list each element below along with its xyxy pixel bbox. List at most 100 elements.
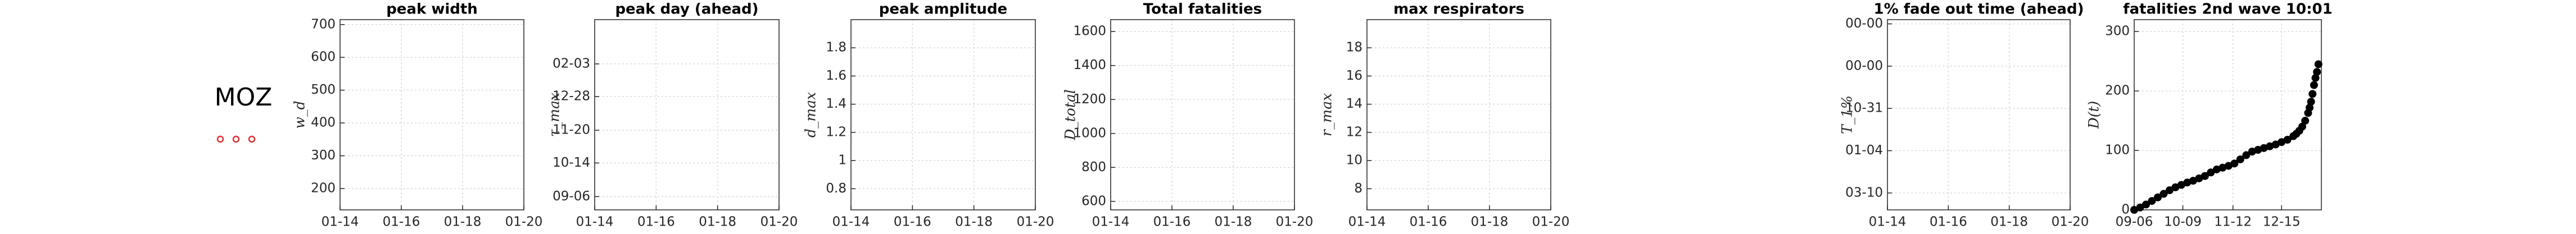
x-tick-label: 01-20 (1017, 215, 1054, 230)
panel-title: peak day (ahead) (615, 1, 758, 18)
plot-frame (1887, 19, 2071, 210)
x-tick-label: 11-12 (2214, 215, 2252, 230)
data-point (2177, 181, 2185, 189)
data-point (2201, 172, 2209, 180)
x-tick-label: 01-14 (1348, 215, 1386, 230)
y-tick-label: 1.2 (826, 125, 846, 139)
panel-title: 1% fade out time (ahead) (1874, 1, 2084, 18)
data-point (2301, 117, 2310, 125)
y-tick-label: 1600 (1073, 24, 1106, 39)
y-tick-label: 16 (1346, 68, 1362, 83)
y-tick-label: 02-03 (553, 56, 590, 71)
plot-frame (1110, 19, 1295, 210)
data-point (2130, 206, 2138, 214)
x-tick-label: 01-18 (955, 215, 993, 230)
data-point (2283, 135, 2292, 144)
data-point (2271, 140, 2280, 149)
y-tick-label: 01-04 (1845, 143, 1883, 158)
y-tick-label: 1.4 (826, 97, 846, 111)
plot-frame (2134, 19, 2322, 210)
data-point (2153, 193, 2162, 201)
data-point (2230, 159, 2239, 168)
data-point (2306, 103, 2314, 112)
data-point (2308, 90, 2317, 98)
data-point (2189, 177, 2197, 185)
x-tick-label: 01-18 (1215, 215, 1252, 230)
y-axis-label: D_total (1062, 89, 1079, 141)
y-axis-label: T_1% (1839, 95, 1855, 134)
data-point (2171, 183, 2180, 191)
y-tick-label: 100 (2105, 143, 2130, 158)
data-point (2142, 200, 2150, 209)
y-tick-label: 00-00 (1845, 16, 1883, 31)
x-tick-label: 01-14 (576, 215, 614, 230)
x-tick-label: 01-14 (832, 215, 870, 230)
x-tick-label: 01-20 (2052, 215, 2089, 230)
x-tick-label: 01-16 (894, 215, 931, 230)
panel-title: Total fatalities (1143, 1, 1262, 18)
y-tick-label: 09-06 (553, 189, 590, 204)
plot-frame (594, 19, 780, 210)
y-tick-label: 0 (2121, 203, 2130, 217)
y-tick-label: 400 (311, 116, 336, 130)
y-tick-label: 200 (2105, 84, 2130, 98)
y-tick-label: 12-28 (553, 89, 590, 104)
plot-frame (1366, 19, 1551, 210)
y-axis-label: w_d (292, 101, 308, 129)
x-tick-label: 01-20 (1532, 215, 1570, 230)
x-tick-label: 01-16 (1410, 215, 1447, 230)
y-tick-label: 18 (1346, 40, 1362, 55)
data-point (2314, 60, 2323, 68)
data-point (2165, 186, 2174, 195)
y-tick-label: 800 (1081, 160, 1106, 175)
x-tick-label: 01-14 (1092, 215, 1130, 230)
x-tick-label: 10-09 (2164, 215, 2202, 230)
y-tick-label: 600 (1081, 194, 1106, 208)
y-tick-label: 11-20 (553, 123, 590, 137)
data-point (2136, 203, 2144, 212)
x-tick-label: 09-06 (2116, 215, 2153, 230)
data-point (2313, 68, 2321, 76)
plot-frame (850, 19, 1036, 210)
data-point (2242, 151, 2251, 159)
panel-title: peak amplitude (879, 1, 1007, 18)
y-tick-label: 700 (311, 17, 336, 31)
data-point (2224, 162, 2233, 170)
data-point (2311, 74, 2320, 82)
x-tick-label: 01-16 (637, 215, 675, 230)
data-point (2298, 122, 2306, 131)
region-label: MOZ (215, 83, 273, 112)
y-axis-label: d_max (803, 92, 819, 137)
y-tick-label: 1000 (1073, 126, 1106, 140)
data-point (2307, 98, 2315, 106)
y-tick-label: 12 (1346, 125, 1362, 139)
x-tick-label: 01-14 (322, 215, 359, 230)
y-tick-label: 0.8 (826, 181, 846, 196)
plot-frame (339, 19, 524, 210)
x-tick-label: 01-14 (1869, 215, 1907, 230)
y-tick-label: 10 (1346, 153, 1362, 168)
y-tick-label: 10-14 (553, 155, 590, 170)
y-tick-label: 300 (311, 148, 336, 163)
y-tick-label: 1200 (1073, 92, 1106, 107)
x-tick-label: 12-15 (2263, 215, 2301, 230)
x-tick-label: 01-18 (1471, 215, 1509, 230)
data-point (2160, 190, 2168, 198)
y-tick-label: 500 (311, 82, 336, 97)
data-point (2236, 155, 2244, 163)
y-tick-label: 03-10 (1845, 185, 1883, 200)
x-tick-label: 01-20 (760, 215, 798, 230)
y-axis-label: D(t) (2086, 101, 2102, 130)
y-axis-label: r_max (1319, 93, 1335, 136)
panel-title: fatalities 2nd wave 10:01 (2123, 1, 2332, 18)
data-point (2278, 138, 2286, 146)
y-axis-label: τ_max (546, 93, 563, 137)
y-tick-label: 00-00 (1845, 58, 1883, 73)
y-tick-label: 1400 (1073, 58, 1106, 72)
y-tick-label: 1.8 (826, 40, 846, 55)
y-tick-label: 10-31 (1845, 101, 1883, 116)
x-tick-label: 01-20 (1276, 215, 1314, 230)
panel-title: peak width (386, 1, 478, 18)
y-tick-label: 200 (311, 181, 336, 196)
